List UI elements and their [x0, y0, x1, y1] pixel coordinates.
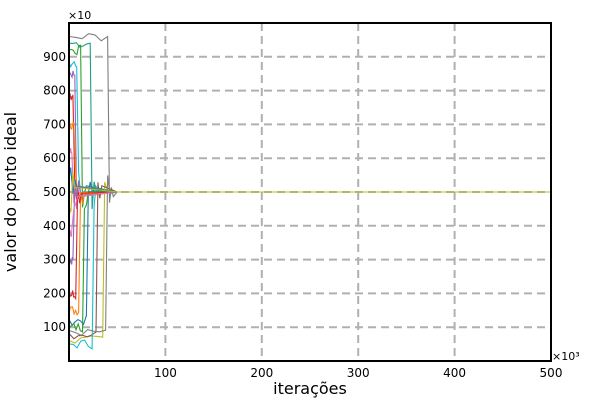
- x-tick-labels: 100 200 300 400 500: [154, 366, 563, 380]
- y-tick-label: 400: [43, 219, 66, 233]
- series-line: [70, 94, 552, 202]
- y-tick-label: 200: [43, 286, 66, 300]
- x-axis-label: iterações: [273, 379, 347, 398]
- x-tick-label: 200: [250, 366, 273, 380]
- series-line: [70, 62, 552, 196]
- series-line: [70, 192, 552, 237]
- series-line: [70, 192, 552, 332]
- series-line: [70, 176, 552, 336]
- series-line: [70, 192, 552, 315]
- series-line: [70, 186, 552, 349]
- y-tick-label: 600: [43, 151, 66, 165]
- x-tick-label: 400: [443, 366, 466, 380]
- x-multiplier: ×10³: [552, 350, 580, 363]
- y-tick-label: 800: [43, 84, 66, 98]
- series-line: [70, 43, 552, 209]
- series-line: [70, 148, 552, 203]
- y-tick-label: 100: [43, 320, 66, 334]
- series-line: [70, 182, 552, 264]
- series-line: [70, 182, 552, 343]
- y-axis-label: valor do ponto ideal: [1, 112, 20, 272]
- y-tick-label: 500: [43, 185, 66, 199]
- x-tick-label: 100: [154, 366, 177, 380]
- series-line: [70, 182, 552, 326]
- y-tick-label: 700: [43, 117, 66, 131]
- x-tick-label: 300: [347, 366, 370, 380]
- series-line: [70, 34, 552, 203]
- y-multiplier: ×10⁳: [68, 9, 91, 22]
- series-line: [70, 187, 552, 299]
- y-tick-label: 900: [43, 50, 66, 64]
- y-tick-label: 300: [43, 253, 66, 267]
- series-line: [70, 123, 552, 197]
- series-line: [70, 168, 552, 194]
- x-tick-label: 500: [540, 366, 563, 380]
- series-line: [70, 71, 552, 209]
- series-line: [70, 45, 552, 207]
- y-tick-labels: 100 200 300 400 500 600 700 800 900: [43, 50, 66, 334]
